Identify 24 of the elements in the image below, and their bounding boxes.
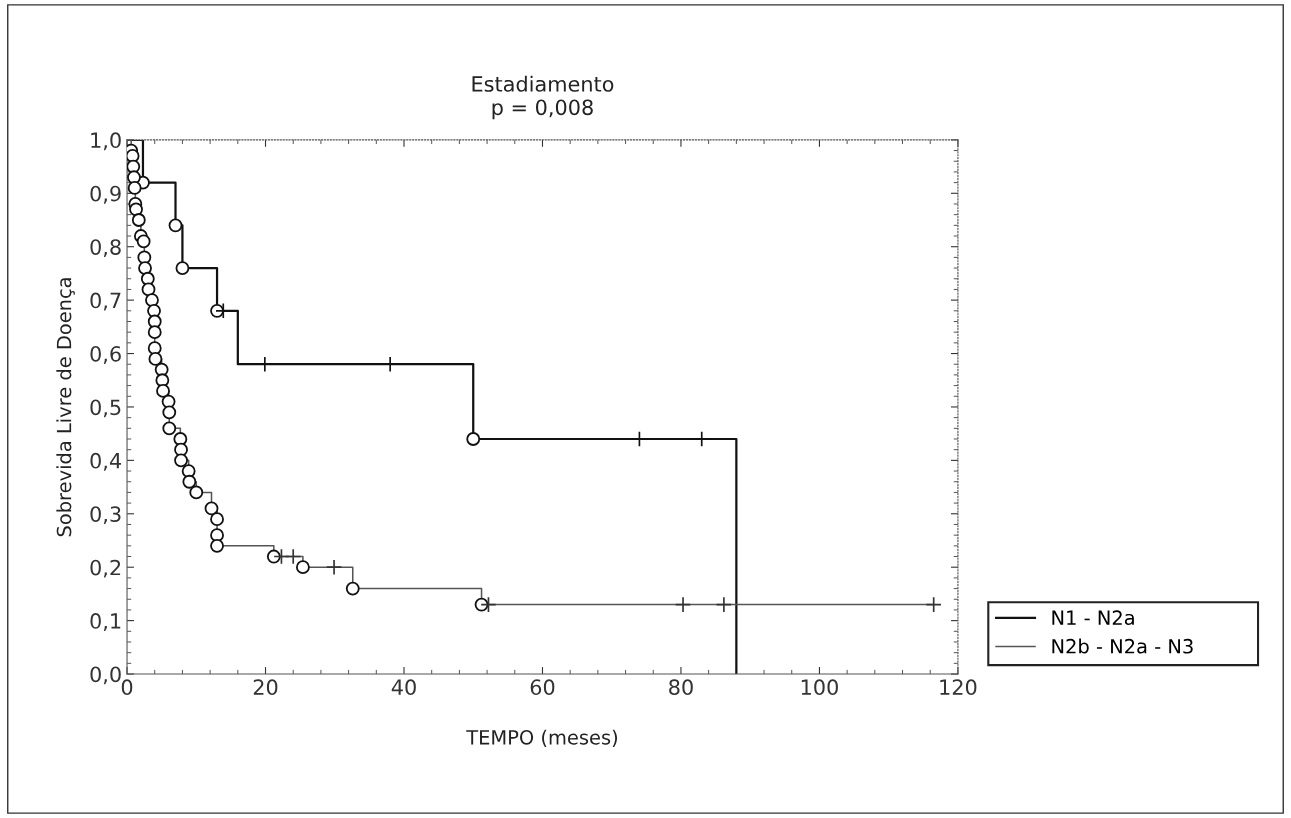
y-tick-label: 0,1 [90,613,121,631]
x-tick-label: 100 [801,679,838,696]
y-tick-label: 0,4 [90,452,122,471]
x-tick-label: 60 [530,679,555,696]
y-axis-title: Sobrevida Livre de Doença [56,278,75,537]
x-tick-label: 120 [940,679,977,696]
x-tick-label: 20 [253,679,278,696]
x-tick-label: 0 [121,679,133,696]
y-tick-label: 0,0 [90,666,121,685]
x-tick-label: 80 [669,679,693,696]
y-tick-label: 0,9 [90,185,121,204]
y-tick-label: 1,0 [91,132,121,151]
y-tick-label: 0,7 [90,292,121,311]
x-tick-label: 40 [391,679,416,696]
y-tick-label: 0,3 [90,506,121,525]
legend-label: N1 - N2a [1052,610,1134,626]
chart-title: Estadiamento [472,75,614,92]
x-axis-title: TEMPO (meses) [466,729,618,747]
y-tick-label: 0,6 [90,345,121,364]
legend-label: N2b - N2a - N3 [1052,638,1193,654]
y-tick-label: 0,5 [90,399,121,418]
chart-subtitle: p = 0,008 [492,99,593,120]
y-tick-label: 0,8 [90,239,121,258]
y-tick-label: 0,2 [90,559,121,578]
